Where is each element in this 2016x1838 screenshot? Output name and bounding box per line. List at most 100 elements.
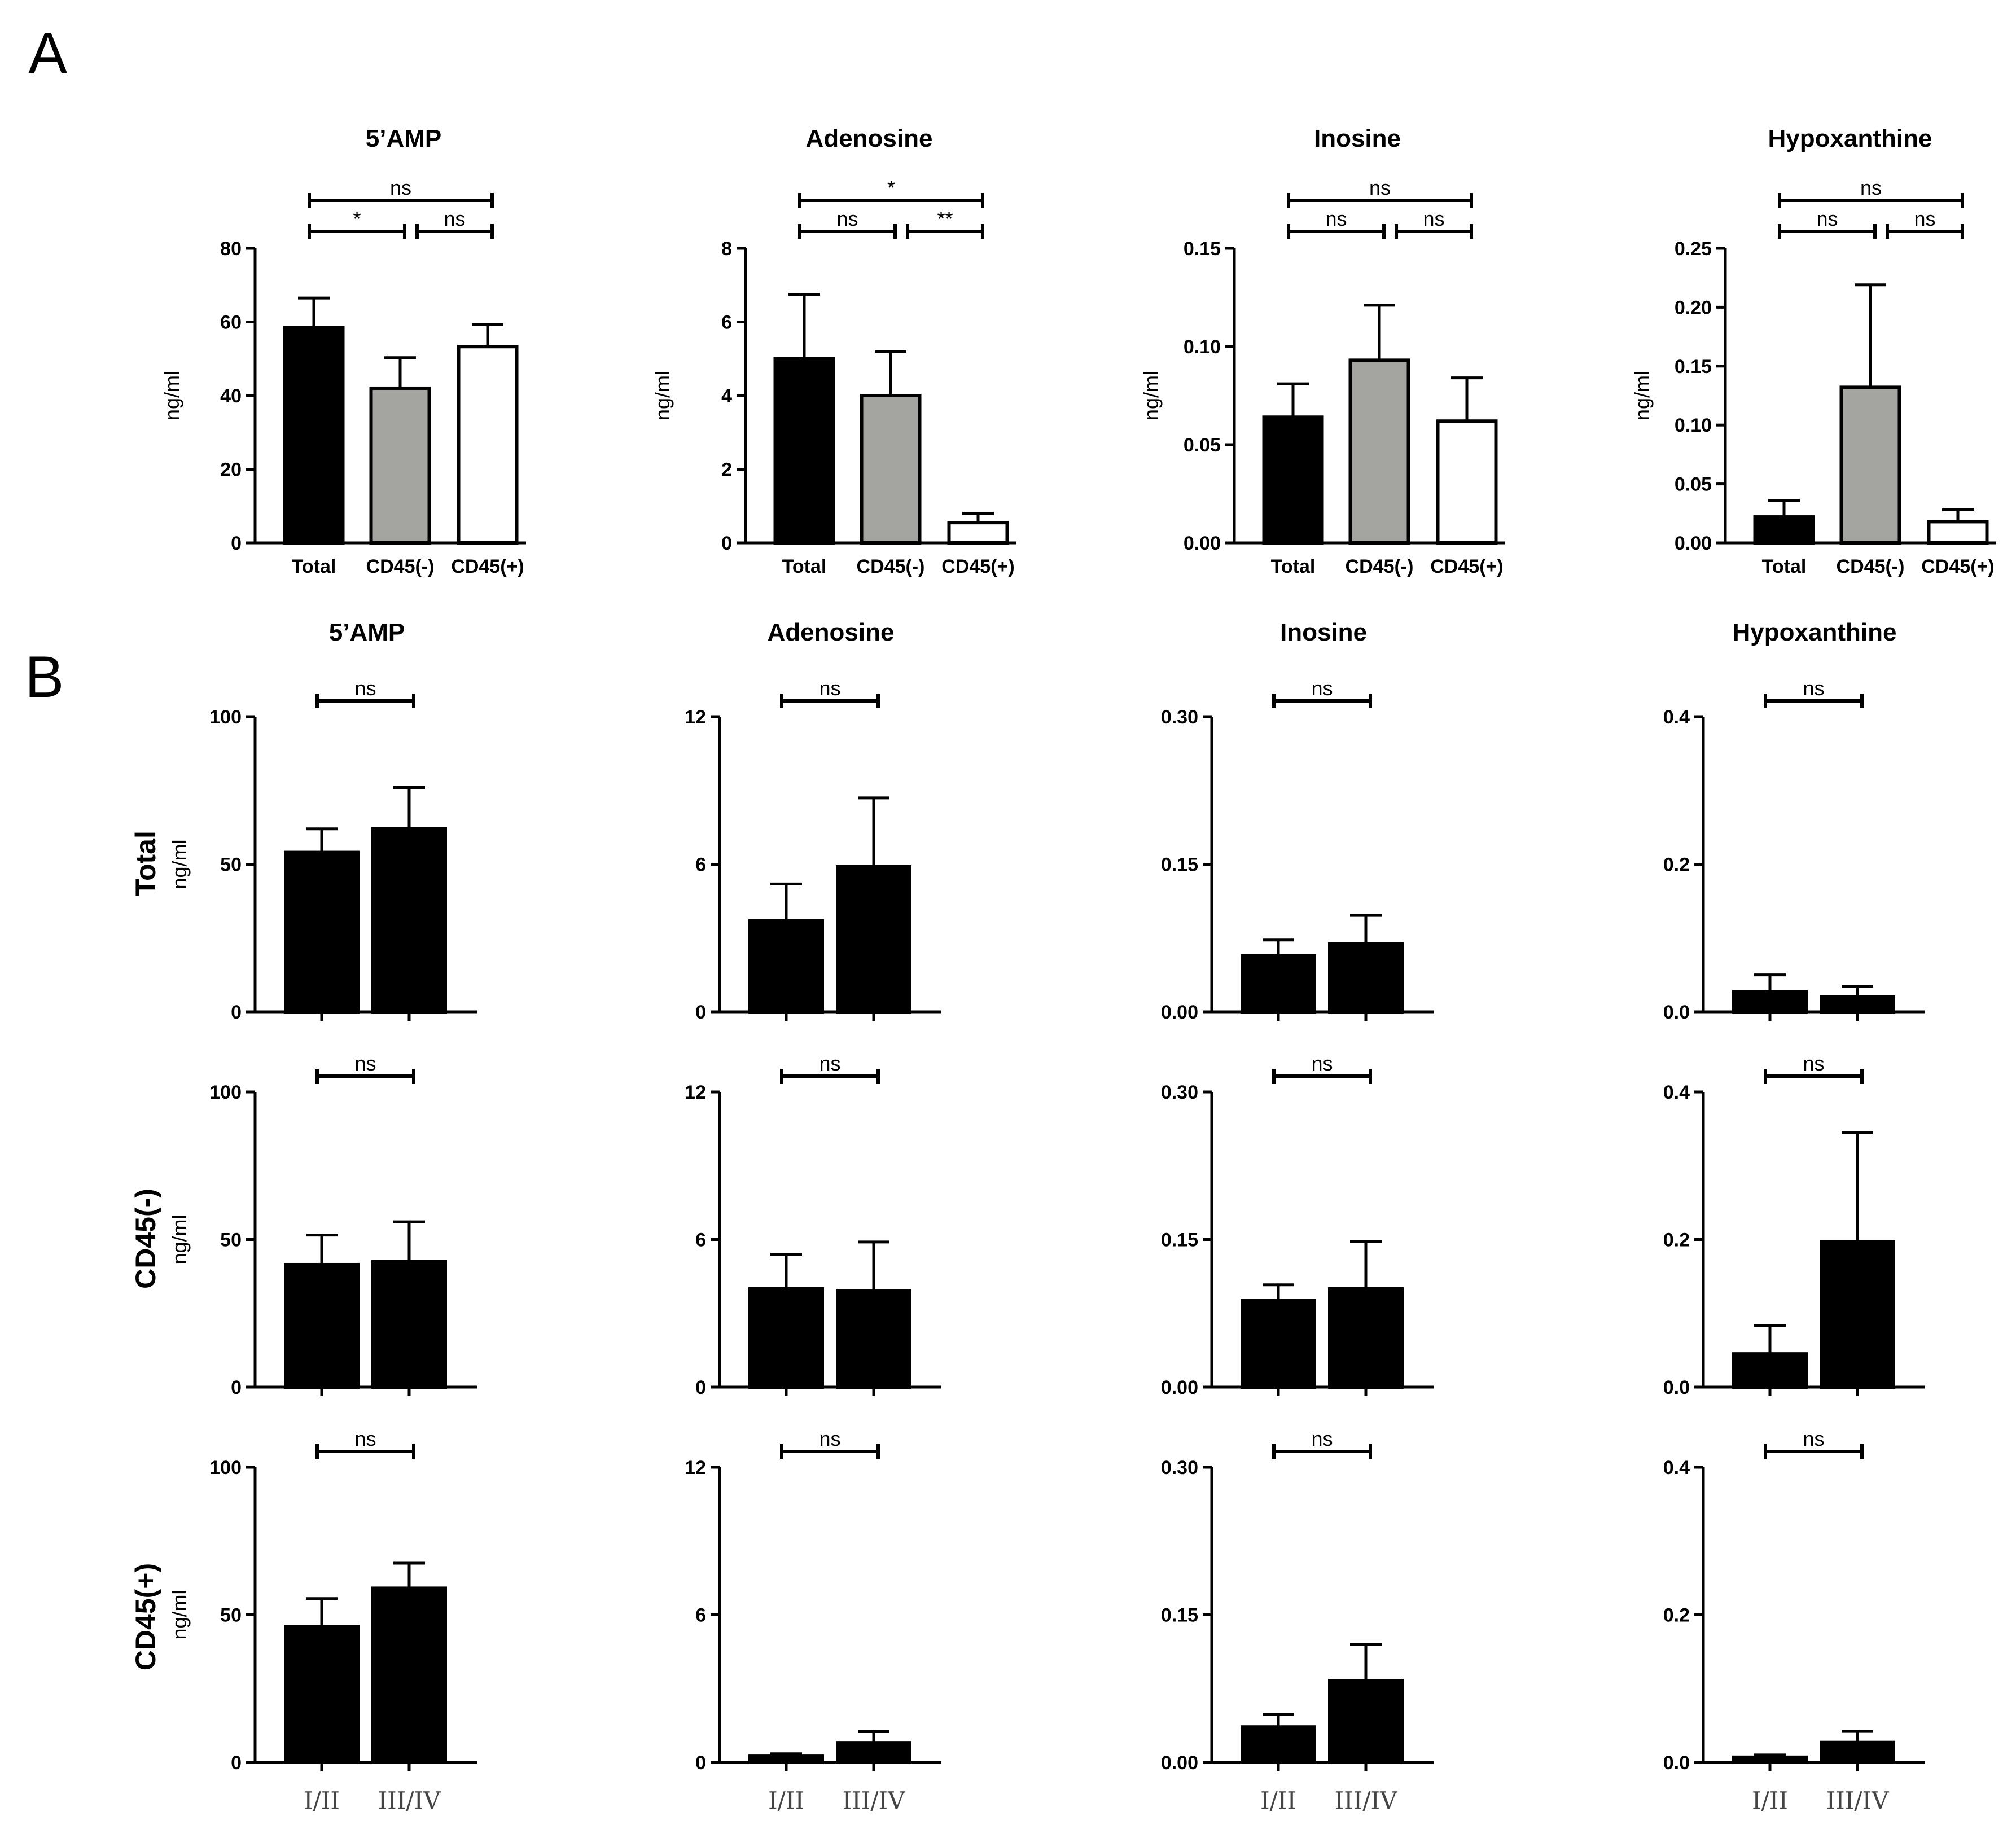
row-label-cd45-neg: CD45(-) (130, 1188, 161, 1289)
y-tick-label: 0.25 (1675, 238, 1712, 260)
bar (1241, 1725, 1316, 1764)
significance-label: ns (1803, 677, 1824, 700)
bar (371, 1586, 447, 1764)
x-tick-label: Total (1762, 556, 1807, 577)
bar (1839, 385, 1901, 545)
chart-b-3-4: 0.0 0.2 0.4 I/II III/IV ns (1663, 1427, 1925, 1814)
y-tick-label: 0.0 (1663, 1752, 1690, 1774)
y-tick-label: 0.30 (1161, 1457, 1198, 1479)
y-tick-label: 50 (220, 854, 242, 876)
y-tick-label: 60 (220, 312, 242, 334)
x-tick-label: III/IV (1826, 1787, 1890, 1814)
x-tick-label: CD45(+) (451, 556, 524, 577)
y-axis-label: ng/ml (160, 371, 183, 420)
bar (836, 1741, 911, 1764)
significance-label: * (887, 176, 895, 199)
x-tick-label: III/IV (378, 1787, 441, 1814)
bar (1732, 990, 1808, 1014)
y-tick-label: 0 (231, 1377, 242, 1398)
y-axis-label: ng/ml (1140, 371, 1163, 420)
significance-label: ns (1311, 1427, 1333, 1450)
significance-label: ns (1816, 207, 1838, 230)
y-tick-label: 100 (209, 1457, 242, 1479)
chart-a-3: 0.00 0.05 0.10 0.15 ng/ml Inosine Total CD45(-)… (1140, 125, 1505, 577)
y-tick-label: 0.2 (1663, 1605, 1690, 1626)
y-tick-label: 0.2 (1663, 1230, 1690, 1251)
y-tick-label: 0.00 (1675, 533, 1712, 554)
y-tick-label: 20 (220, 459, 242, 481)
bar (748, 1754, 824, 1765)
chart-title: Hypoxanthine (1768, 125, 1932, 152)
x-tick-label: Total (782, 556, 827, 577)
x-tick-label: CD45(+) (1921, 556, 1994, 577)
chart-b-1-2: 0 6 12 Adenosine ns (685, 618, 941, 1023)
x-tick-label: III/IV (843, 1787, 906, 1814)
y-tick-label: 12 (685, 1457, 706, 1479)
x-tick-label: I/II (1260, 1787, 1296, 1814)
y-axis-label: ng/ml (1631, 371, 1654, 420)
bar (836, 865, 911, 1014)
panel-label-a: A (28, 21, 68, 86)
panel-label-b: B (25, 644, 64, 710)
significance-label: ns (390, 176, 411, 199)
chart-title: Hypoxanthine (1733, 618, 1897, 646)
panel-b-charts: 050100ng/ml5’AMPns0612Adenosinens0.000.1… (168, 618, 1925, 1814)
y-tick-label: 100 (209, 1082, 242, 1103)
y-tick-label: 0.00 (1161, 1377, 1198, 1398)
y-tick-label: 50 (220, 1605, 242, 1626)
y-tick-label: 0.4 (1663, 707, 1690, 728)
significance-label: ns (819, 1052, 840, 1075)
bar (773, 357, 835, 545)
y-tick-label: 6 (721, 312, 732, 334)
significance-label: ns (1860, 176, 1882, 199)
x-tick-label: I/II (1752, 1787, 1788, 1814)
chart-title: 5’AMP (366, 125, 441, 152)
y-tick-label: 6 (695, 1230, 706, 1251)
y-tick-label: 0.05 (1184, 435, 1221, 456)
chart-a-4: 0.00 0.05 0.10 0.15 0.20 0.25 ng/ml Hypoxanthin… (1631, 125, 1996, 577)
bar (1820, 1240, 1895, 1389)
bar (947, 521, 1009, 545)
y-axis-label: ng/ml (651, 371, 674, 420)
x-tick-label: Total (292, 556, 336, 577)
x-tick-label: CD45(-) (366, 556, 435, 577)
y-tick-label: 0.30 (1161, 1082, 1198, 1103)
chart-b-1-3: 0.00 0.15 0.30 Inosine ns (1161, 618, 1434, 1023)
significance-label: ns (444, 207, 465, 230)
bar (1328, 942, 1404, 1014)
y-tick-label: 100 (209, 707, 242, 728)
x-tick-label: CD45(-) (1837, 556, 1905, 577)
y-tick-label: 0.4 (1663, 1457, 1690, 1479)
bar (284, 1262, 360, 1389)
y-tick-label: 0.10 (1184, 336, 1221, 358)
y-tick-label: 4 (721, 385, 732, 407)
y-tick-label: 6 (695, 854, 706, 876)
row-label-total: Total (130, 831, 161, 896)
x-tick-label: I/II (768, 1787, 804, 1814)
y-tick-label: 0.20 (1675, 297, 1712, 318)
bar (369, 386, 431, 545)
bar (1328, 1287, 1404, 1389)
chart-a-1: 0 20 40 60 80 ng/ml 5’AMP Total CD45(-) CD45(+) ns… (160, 125, 526, 577)
bar (1348, 358, 1410, 545)
chart-title: Adenosine (768, 618, 895, 646)
y-tick-label: 0.10 (1675, 415, 1712, 436)
y-tick-label: 0.0 (1663, 1002, 1690, 1023)
bar (860, 394, 922, 545)
y-tick-label: 0 (721, 533, 732, 554)
y-tick-label: 40 (220, 385, 242, 407)
bar (1241, 1299, 1316, 1389)
bar (371, 827, 447, 1014)
y-tick-label: 0 (231, 1002, 242, 1023)
y-tick-label: 0 (695, 1002, 706, 1023)
significance-label: ns (1369, 176, 1391, 199)
y-tick-label: 0.00 (1161, 1752, 1198, 1774)
bar (1328, 1679, 1404, 1764)
bar (1241, 954, 1316, 1014)
bar (836, 1289, 911, 1389)
significance-label: ns (1325, 207, 1347, 230)
significance-label: ns (354, 1052, 376, 1075)
bar (1436, 419, 1498, 545)
chart-title: Inosine (1280, 618, 1367, 646)
